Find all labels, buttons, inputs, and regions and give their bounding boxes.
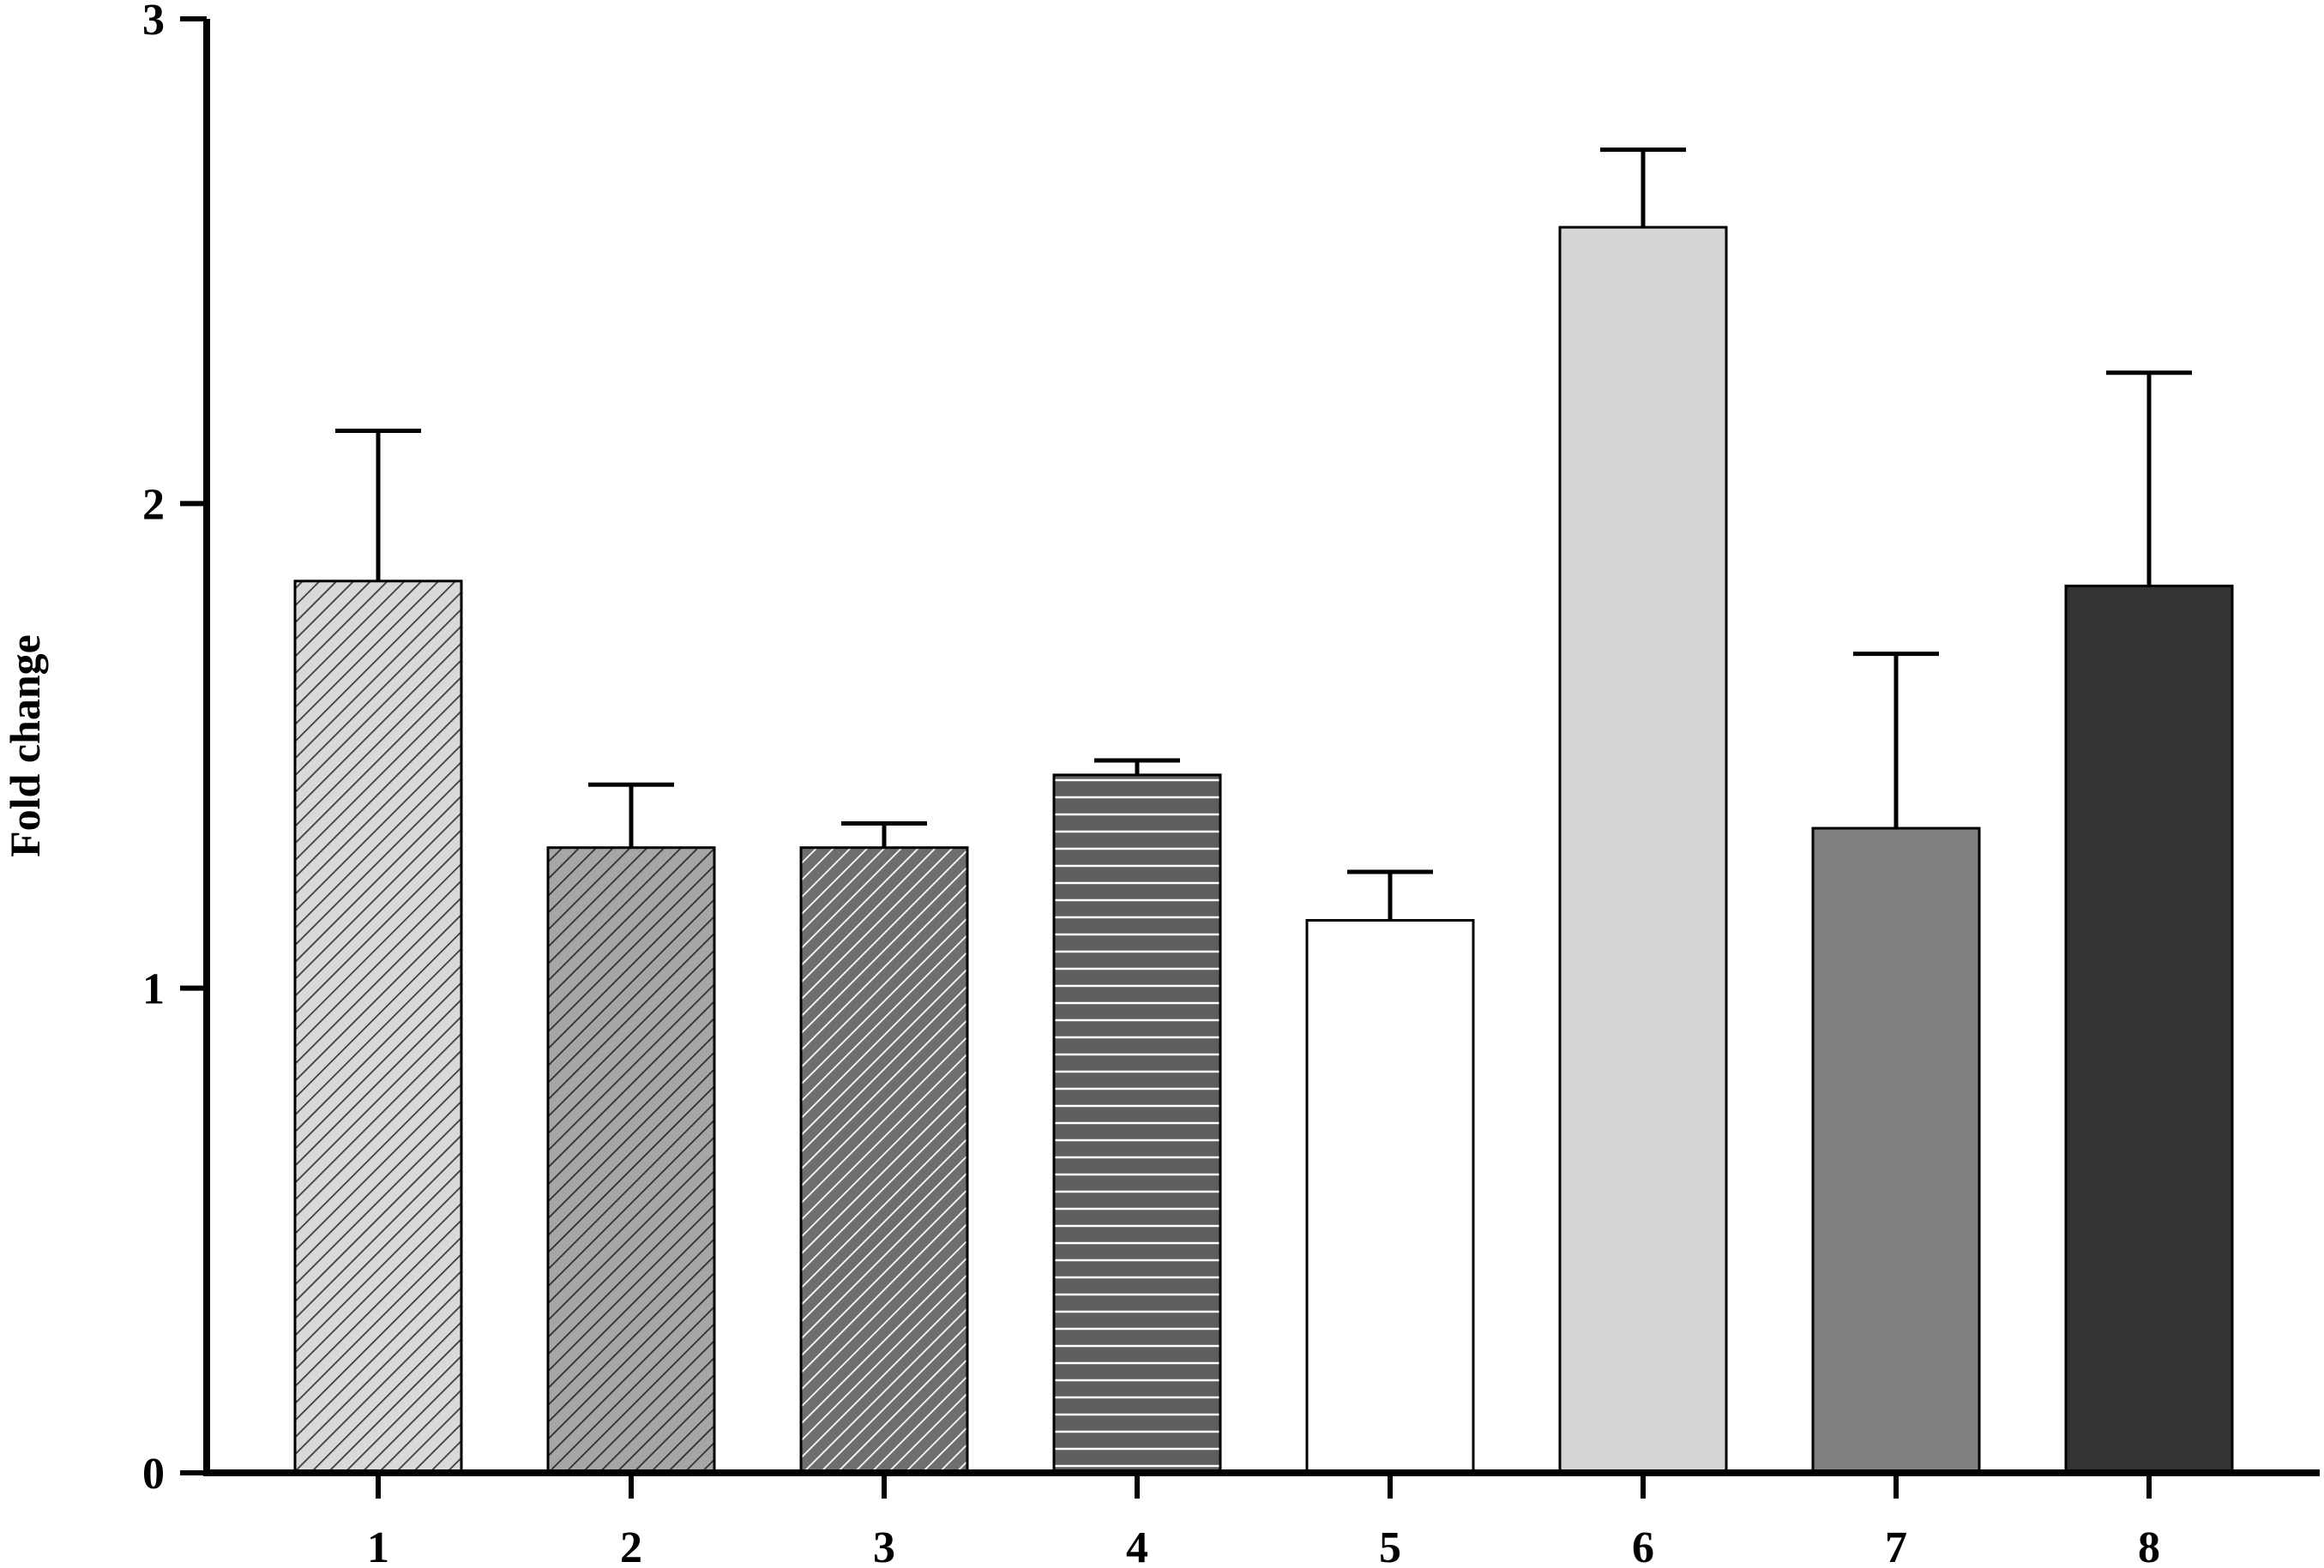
bar-5	[1305, 919, 1475, 1475]
y-axis-title: Fold change	[1, 634, 49, 857]
bar-7	[1811, 826, 1981, 1475]
bar-6	[1558, 225, 1728, 1475]
y-tick-label-3: 3	[142, 0, 165, 45]
x-tick-label-4: 4	[1126, 1523, 1148, 1568]
x-tick-label-5: 5	[1379, 1523, 1401, 1568]
y-tick-label-2: 2	[142, 480, 165, 529]
bar-4	[1052, 773, 1222, 1475]
x-tick-label-7: 7	[1885, 1523, 1907, 1568]
x-tick-label-6: 6	[1632, 1523, 1654, 1568]
error-bars-layer	[335, 147, 2192, 921]
x-ticks: 1 2 3 4 5 6 7 8	[367, 1473, 2160, 1568]
y-tick-label-1: 1	[142, 965, 165, 1014]
y-ticks: 0 1 2 3	[142, 0, 207, 1499]
bar-1	[293, 580, 463, 1475]
bar-8	[2064, 584, 2234, 1475]
bar-2	[546, 846, 716, 1475]
x-tick-label-8: 8	[2138, 1523, 2160, 1568]
x-tick-label-1: 1	[367, 1523, 389, 1568]
x-tick-label-3: 3	[873, 1523, 895, 1568]
x-tick-label-2: 2	[620, 1523, 642, 1568]
y-tick-label-0: 0	[142, 1450, 165, 1499]
bars-layer	[293, 225, 2234, 1475]
bar-3	[799, 846, 969, 1475]
